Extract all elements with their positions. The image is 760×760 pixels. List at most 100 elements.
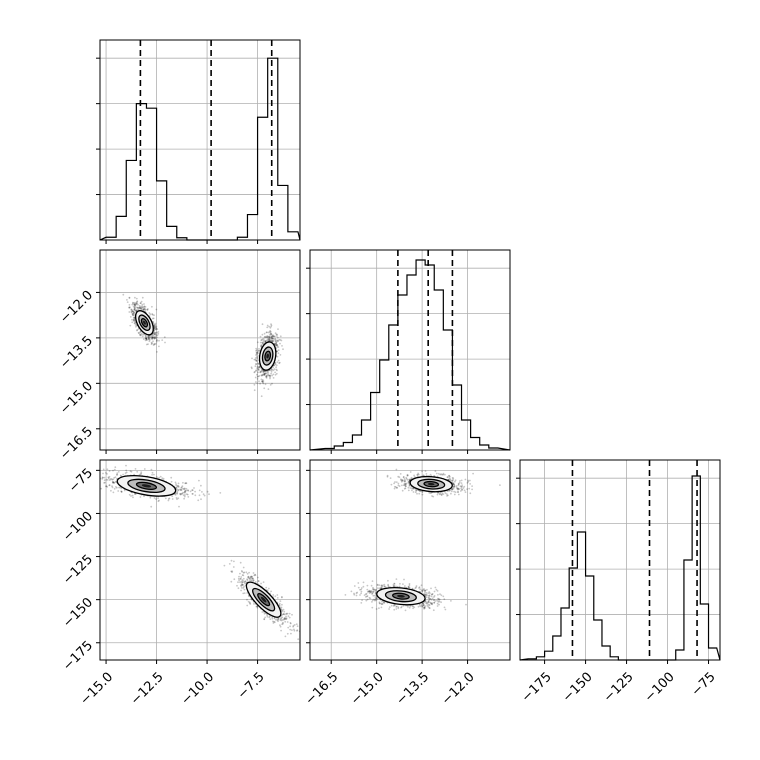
scatter-1-0-point [269,369,272,372]
scatter-1-0-point [139,302,142,304]
scatter-2-0-point [192,493,194,495]
scatter-2-1-point [463,485,466,488]
scatter-1-0-point [262,381,264,384]
scatter-2-0-point [257,576,259,579]
scatter-2-1-point [456,487,459,490]
scatter-1-0-point [138,307,140,310]
scatter-2-0-point [153,497,156,499]
scatter-2-0-point [286,621,289,623]
scatter-1-0-point [156,336,158,339]
scatter-1-0-point [275,333,278,336]
scatter-2-1-point [446,493,448,495]
scatter-2-0-point [136,470,139,473]
scatter-1-0-point [269,374,271,377]
scatter-1-0-point [271,337,273,339]
scatter-1-0-point [258,380,260,383]
scatter-2-1-point [464,478,467,481]
scatter-2-0-point [181,485,184,488]
scatter-2-1-point [442,595,445,598]
scatter-2-1-point [408,606,411,609]
scatter-1-0-point [265,331,268,334]
scatter-1-0-point [264,372,266,375]
scatter-2-1-point [437,597,440,600]
scatter-2-1-point [428,599,431,601]
scatter-2-0-point [182,488,185,490]
scatter-1-0-point [147,338,150,341]
scatter-2-0-point [293,624,296,626]
scatter-2-0-point [262,581,265,583]
scatter-1-0-point [142,338,145,340]
scatter-2-1-point [372,598,375,601]
scatter-2-1-point [382,600,385,603]
scatter-2-0-point [283,610,286,613]
scatter-2-0-point [285,617,288,620]
scatter-1-0-frame [99,249,301,451]
scatter-1-0-point [279,339,282,341]
scatter-2-1-point [442,493,445,495]
scatter-1-0-point [153,337,156,340]
scatter-1-0-point [262,370,265,373]
scatter-1-0-point [263,332,266,335]
scatter-2-0-point [177,497,180,500]
scatter-2-0-point [174,481,177,484]
scatter-2-1-point [458,481,461,484]
scatter-1-0-point [260,344,262,347]
scatter-2-0-point [252,577,255,580]
scatter-2-1-point [452,478,454,481]
scatter-1-0-point [269,375,271,377]
scatter-2-0-point [272,594,275,596]
scatter-1-0-point [264,335,267,338]
scatter-1-0-point [148,337,151,340]
scatter-1-0-point [260,395,263,398]
scatter-2-0-point [159,475,162,478]
scatter-2-1-point [457,488,459,491]
scatter-1-0-point [132,310,134,313]
scatter-2-0-point [246,592,249,594]
scatter-1-0-point [137,303,139,306]
scatter-2-1-point [431,602,434,605]
scatter-2-0-point [241,583,244,586]
scatter-2-1-point [420,584,423,587]
scatter-1-0-point [270,372,272,375]
scatter-2-1-point [457,493,460,496]
scatter-2-1-point [448,475,450,477]
scatter-1-0-point [147,338,150,340]
scatter-1-0-point [131,318,133,321]
scatter-2-0-point [248,601,251,604]
scatter-1-0-point [269,332,272,334]
scatter-2-0-point [111,486,114,489]
scatter-2-1-point [425,602,428,605]
scatter-2-0-point [263,618,266,620]
scatter-1-0-point [274,373,277,376]
scatter-1-0-point [155,339,158,341]
scatter-1-0-point [154,328,157,331]
scatter-2-0-point [296,625,299,628]
scatter-1-0-point [267,337,270,340]
scatter-1-0-point [255,354,258,357]
scatter-1-0-point [133,306,136,309]
scatter-1-0-point [276,355,279,358]
scatter-1-0-point [133,320,136,322]
scatter-2-1-point [360,587,363,589]
scatter-2-0-point [164,497,167,500]
scatter-2-0-point [243,588,246,591]
scatter-1-0-point [129,316,132,318]
scatter-2-1-point [452,482,455,485]
scatter-2-1-point [394,486,397,488]
scatter-1-0-point [158,345,160,348]
scatter-2-1-point [400,479,402,481]
scatter-2-1-point [393,608,396,611]
scatter-1-0-point [268,338,270,341]
scatter-2-1-point [451,488,453,491]
scatter-1-0-point [267,331,270,334]
scatter-2-0-point [289,628,292,631]
scatter-2-0-point [266,589,269,592]
scatter-2-0-point [102,468,105,471]
scatter-1-0-point [272,334,274,337]
scatter-2-0-point [251,577,254,579]
scatter-2-0-point [242,572,245,574]
scatter-1-0-point [133,314,135,317]
scatter-2-1-point [472,472,474,475]
scatter-2-0-point [239,578,242,580]
scatter-2-0-point [184,491,187,494]
